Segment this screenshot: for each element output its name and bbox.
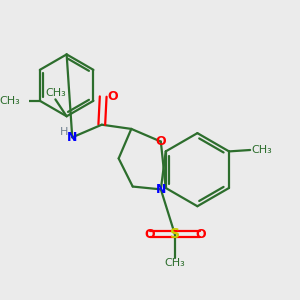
Text: CH₃: CH₃ (0, 96, 20, 106)
Text: N: N (67, 131, 77, 144)
Text: N: N (156, 183, 166, 196)
Text: CH₃: CH₃ (45, 88, 66, 98)
Text: O: O (155, 135, 166, 148)
Text: CH₃: CH₃ (251, 145, 272, 155)
Text: H: H (60, 127, 68, 137)
Text: O: O (144, 228, 155, 241)
Text: O: O (195, 228, 206, 241)
Text: CH₃: CH₃ (164, 258, 185, 268)
Text: O: O (107, 90, 118, 103)
Text: S: S (170, 227, 180, 242)
